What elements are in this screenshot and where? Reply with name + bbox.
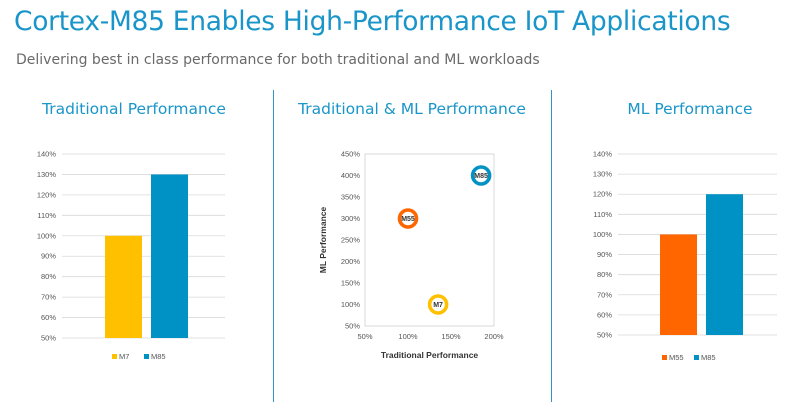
y-tick-label: 80% [597, 270, 612, 279]
y-tick-label: 60% [41, 313, 56, 322]
panel-title-ml: ML Performance [627, 100, 753, 118]
y-tick-label: 300% [341, 214, 361, 223]
traditional-performance-chart: 50% 60% 70% 80% 90% 100% 110% 120% 130% 140% M7 M85 [37, 150, 225, 361]
watermark-logo [716, 358, 788, 386]
y-tick-label: 90% [597, 250, 612, 259]
x-axis-title: Traditional Performance [381, 350, 479, 360]
y-tick-label: 110% [593, 210, 612, 219]
point-m85 [470, 165, 492, 186]
ml-performance-chart: 50% 60% 70% 80% 90% 100% 110% 120% 130% 140% M55 M8… [593, 150, 777, 362]
panel-title-traditional: Traditional Performance [42, 100, 226, 118]
x-tick-label: 150% [441, 332, 461, 341]
y-tick-label: 140% [37, 150, 57, 159]
bar-m7 [105, 235, 142, 338]
y-tick-label: 60% [597, 310, 612, 319]
y-tick-label: 200% [341, 257, 361, 266]
traditional-ml-performance-chart: 50% 100% 150% 200% 250% 300% 350% 400% 450% 50% 10… [318, 150, 504, 361]
legend-swatch-m7 [112, 354, 117, 359]
legend-swatch-m85 [694, 355, 699, 360]
y-tick-label: 140% [593, 150, 613, 159]
y-tick-label: 100% [37, 231, 57, 240]
x-tick-label: 50% [357, 332, 372, 341]
panel-title-traditional-ml: Traditional & ML Performance [298, 100, 526, 118]
legend-swatch-m85 [144, 354, 149, 359]
point-label-m7: M7 [433, 302, 443, 309]
y-tick-label: 400% [341, 171, 361, 180]
y-tick-label: 50% [597, 331, 612, 340]
y-tick-label: 130% [37, 170, 57, 179]
slide-subtitle: Delivering best in class performance for… [16, 52, 540, 68]
legend-swatch-m55 [662, 355, 667, 360]
y-tick-label: 90% [41, 252, 56, 261]
bar-m85 [151, 174, 188, 338]
x-tick-label: 200% [484, 332, 504, 341]
y-axis-title: ML Performance [318, 207, 328, 274]
legend-label-m55: M55 [669, 353, 684, 362]
y-tick-label: 70% [597, 290, 612, 299]
y-tick-label: 130% [593, 170, 613, 179]
y-tick-label: 50% [345, 322, 360, 331]
y-tick-label: 70% [41, 293, 56, 302]
legend-label-m85: M85 [151, 352, 166, 361]
panel-divider-left [273, 90, 274, 402]
bar-m55 [660, 234, 697, 335]
y-tick-label: 50% [41, 334, 56, 343]
y-tick-label: 110% [37, 211, 56, 220]
point-m7 [427, 294, 449, 315]
y-tick-label: 120% [593, 190, 613, 199]
y-tick-label: 120% [37, 190, 57, 199]
plot-area [364, 153, 495, 327]
legend-label-m85: M85 [701, 353, 716, 362]
point-label-m55: M55 [401, 216, 415, 223]
slide-title: Cortex-M85 Enables High-Performance IoT … [14, 6, 731, 37]
y-tick-label: 100% [593, 230, 613, 239]
y-tick-label: 100% [341, 300, 361, 309]
y-tick-label: 350% [341, 193, 361, 202]
y-tick-label: 80% [41, 272, 56, 281]
bar-m85 [706, 194, 743, 335]
y-tick-label: 450% [341, 150, 361, 159]
point-m55 [397, 208, 419, 229]
x-tick-label: 100% [398, 332, 418, 341]
legend-label-m7: M7 [119, 352, 129, 361]
point-label-m85: M85 [474, 173, 488, 180]
panel-divider-right [551, 90, 552, 402]
y-tick-label: 250% [341, 236, 361, 245]
y-tick-label: 150% [341, 279, 361, 288]
